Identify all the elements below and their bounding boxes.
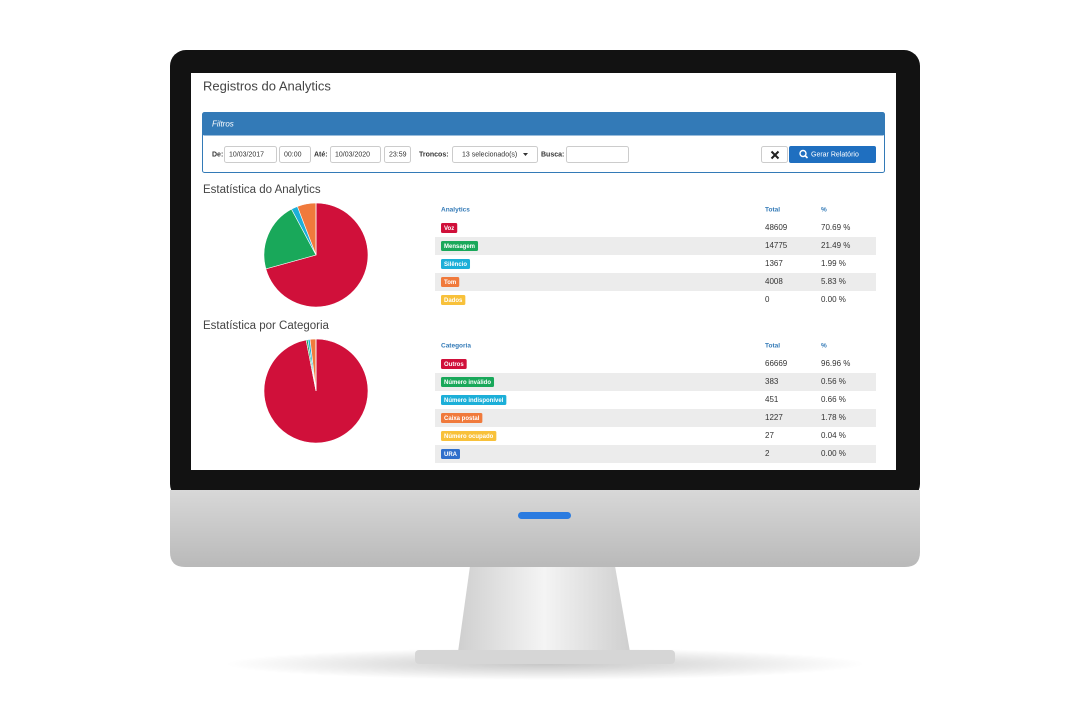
- filter-label: Troncos:: [419, 151, 449, 158]
- badge-label: Caixa postal: [444, 416, 480, 422]
- badge-label: Voz: [444, 226, 454, 232]
- power-light: [518, 512, 571, 519]
- badge: [441, 395, 507, 405]
- total-cell: 451: [765, 395, 779, 404]
- section-title: Estatística por Categoria: [203, 320, 330, 332]
- table-header: %: [821, 343, 827, 350]
- total-cell: 27: [765, 431, 774, 440]
- filter-label: De:: [212, 151, 223, 158]
- percent-cell: 0.66 %: [821, 395, 846, 404]
- chin: [170, 490, 920, 567]
- pie-slice: [263, 208, 317, 270]
- badge: [441, 377, 495, 387]
- badge-label: Número indisponível: [444, 398, 504, 404]
- search-icon: [799, 149, 807, 158]
- date-input[interactable]: [330, 146, 381, 163]
- table-header: Categoria: [441, 343, 471, 350]
- badge: [441, 431, 497, 441]
- time-input-value: 23:59: [389, 151, 407, 158]
- pie-slice: [265, 202, 369, 308]
- badge: [441, 413, 483, 423]
- percent-cell: 0.00 %: [821, 449, 846, 458]
- time-input[interactable]: [279, 146, 311, 163]
- percent-cell: 1.78 %: [821, 413, 846, 422]
- badge-label: Número inválido: [444, 380, 491, 386]
- total-cell: 1227: [765, 413, 783, 422]
- date-input-value: 10/03/2017: [229, 151, 264, 158]
- badge-label: URA: [444, 452, 458, 458]
- date-input[interactable]: [224, 146, 277, 163]
- badge: [441, 295, 466, 305]
- badge-label: Dados: [444, 298, 463, 304]
- total-cell: 1367: [765, 259, 783, 268]
- filter-header: [202, 112, 885, 136]
- badge: [441, 277, 460, 287]
- percent-cell: 1.99 %: [821, 259, 846, 268]
- generate-label: Gerar Relatório: [811, 151, 859, 158]
- percent-cell: 70.69 %: [821, 223, 850, 232]
- page-title: Registros do Analytics: [203, 78, 331, 93]
- time-input[interactable]: [384, 146, 411, 163]
- badge: [441, 259, 471, 269]
- stand: [458, 566, 630, 652]
- badge: [441, 223, 458, 233]
- badge: [441, 449, 460, 459]
- percent-cell: 0.04 %: [821, 431, 846, 440]
- trunks-select-value: 13 selecionado(s): [462, 151, 517, 158]
- trunks-select[interactable]: [452, 146, 538, 163]
- filter-label: Até:: [314, 151, 328, 158]
- date-input-value: 10/03/2020: [335, 151, 370, 158]
- total-cell: 48609: [765, 223, 788, 232]
- row-stripe: [435, 409, 876, 427]
- total-cell: 383: [765, 377, 779, 386]
- row-stripe: [435, 273, 876, 291]
- search-input[interactable]: [566, 146, 629, 163]
- row-stripe: [435, 237, 876, 255]
- percent-cell: 96.96 %: [821, 359, 850, 368]
- table-header: Analytics: [441, 207, 470, 214]
- badge: [441, 359, 467, 369]
- clear-icon: [770, 150, 780, 160]
- table-header: Total: [765, 343, 780, 350]
- total-cell: 2: [765, 449, 770, 458]
- stand-base: [415, 650, 675, 664]
- badge-label: Número ocupado: [444, 434, 494, 440]
- percent-cell: 0.56 %: [821, 377, 846, 386]
- badge-label: Tom: [444, 280, 456, 286]
- section-title: Estatística do Analytics: [203, 184, 321, 196]
- search-icon-handle: [804, 154, 809, 159]
- total-cell: 14775: [765, 241, 788, 250]
- badge-label: Mensagem: [444, 244, 475, 250]
- total-cell: 0: [765, 295, 770, 304]
- percent-cell: 21.49 %: [821, 241, 850, 250]
- filter-label: Busca:: [541, 151, 564, 158]
- row-stripe: [435, 373, 876, 391]
- row-stripe: [435, 445, 876, 463]
- badge-label: Silêncio: [444, 262, 467, 268]
- percent-cell: 5.83 %: [821, 277, 846, 286]
- badge-label: Outros: [444, 362, 464, 368]
- badge: [441, 241, 479, 251]
- total-cell: 66669: [765, 359, 788, 368]
- filter-title: Filtros: [212, 120, 234, 129]
- time-input-value: 00:00: [284, 151, 302, 158]
- table-header: Total: [765, 207, 780, 214]
- total-cell: 4008: [765, 277, 783, 286]
- caret: [523, 153, 528, 156]
- table-header: %: [821, 207, 827, 214]
- percent-cell: 0.00 %: [821, 295, 846, 304]
- generate-button[interactable]: [789, 146, 876, 163]
